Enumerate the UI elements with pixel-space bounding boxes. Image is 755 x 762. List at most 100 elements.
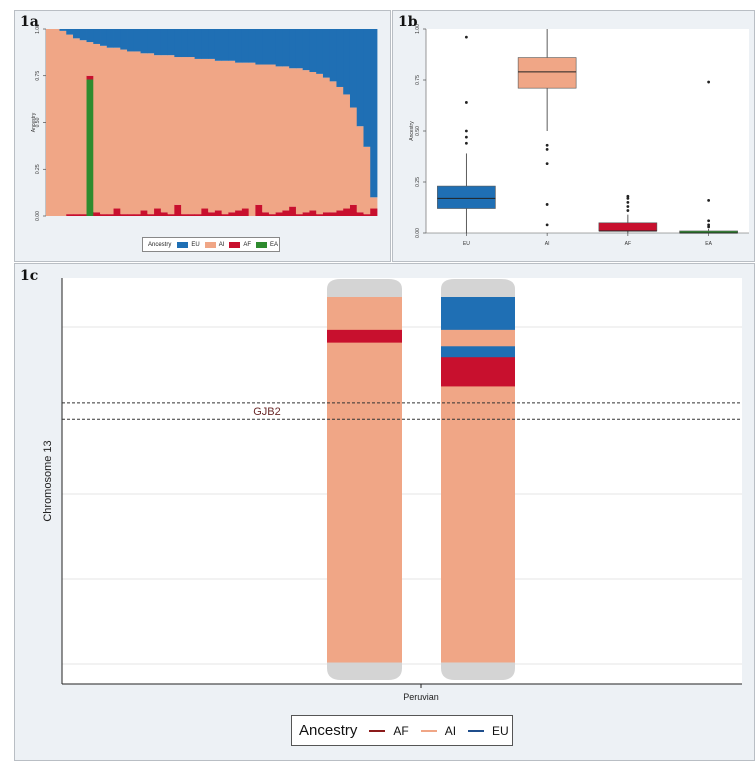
panel-1a: 1a 0.00 0.25 0.50 0.75 1.00 Ancestry Ancestry… [14, 10, 391, 262]
chromosome-cap-bottom [327, 662, 402, 680]
y-axis-title: Ancestry [409, 121, 415, 141]
outlier-af [626, 194, 630, 198]
chromosome-cap-top [327, 279, 402, 297]
bar-segment-af [268, 214, 277, 216]
bar-segment-eu [356, 29, 364, 127]
bar-segment-eu [268, 29, 277, 65]
bar-segment-ai [295, 68, 304, 215]
legend-item-af: AF [229, 241, 251, 248]
bar-segment-ai [127, 51, 135, 215]
outlier-ai [545, 203, 549, 206]
bar-segment-eu [160, 29, 168, 56]
bar-segment-ai [93, 43, 101, 213]
bar-segment-ai [100, 45, 108, 215]
outlier-af [626, 209, 630, 212]
bar-segment-af [181, 214, 189, 216]
x-tick-label: EU [463, 241, 470, 247]
y-axis-title: Ancestry [31, 112, 37, 132]
bar-segment-af [255, 204, 263, 216]
bar-segment-eu [343, 29, 351, 95]
bar-segment-eu [282, 29, 290, 67]
bar-segment-ai [309, 72, 317, 211]
panel-1c: 1c Chromosome 13 GJB2 Peruvian [14, 263, 755, 761]
bar-segment-af [316, 214, 324, 216]
y-tick-label: 0.75 [415, 75, 421, 85]
ancestry-box-chart: 0.00 0.25 0.50 0.75 1.00 Ancestry EU AI AF EA [409, 24, 749, 247]
bar-segment-eu [133, 29, 141, 52]
bar-segment-ai [120, 49, 128, 215]
segment-ai [327, 342, 402, 663]
bar-segment-eu [295, 29, 304, 69]
bar-segment-ai [86, 42, 94, 76]
bar-segment-eu [73, 29, 81, 39]
bar-segment-ai [73, 38, 81, 215]
bar-segment-af [221, 214, 229, 216]
y-tick-label: 0.00 [415, 228, 421, 238]
bar-segment-af [73, 214, 81, 216]
bar-segment-ai [214, 60, 223, 211]
panel-label-1b: 1b [398, 14, 418, 30]
gene-label: GJB2 [253, 406, 281, 418]
bar-segment-ai [248, 62, 256, 216]
outlier-eu [464, 129, 468, 133]
bar-segment-ea [86, 79, 94, 217]
legend-item-ai: AI [420, 724, 456, 738]
bar-segment-af [343, 208, 351, 216]
segment-ai [441, 329, 515, 347]
legend-item-eu: EU [468, 724, 509, 738]
outlier-af [626, 196, 630, 200]
y-tick-label: 0.75 [35, 71, 41, 81]
outlier-af [626, 201, 630, 204]
outlier-eu [464, 135, 468, 139]
legend-item-ea: EA [256, 241, 278, 248]
bar-segment-ai [201, 58, 209, 209]
bar-segment-ai [302, 70, 310, 213]
x-tick-label: AF [625, 241, 631, 247]
bar-segment-eu [248, 29, 256, 63]
bar-segment-ai [167, 55, 175, 215]
x-tick-label: Peruvian [403, 692, 439, 702]
legend-1a: Ancestry EU AI AF EA [142, 237, 280, 252]
outlier-ai [545, 223, 549, 227]
bar-segment-af [93, 212, 101, 216]
bar-segment-ai [241, 62, 250, 209]
segment-ai [441, 386, 515, 663]
bar-segment-ai [349, 107, 358, 205]
bar-segment-eu [147, 29, 155, 54]
bar-segment-ai [66, 34, 74, 215]
outlier-ea [707, 198, 711, 202]
bar-segment-af [133, 214, 141, 216]
outlier-ea [707, 225, 711, 229]
segment-eu [441, 346, 515, 358]
bar-segment-eu [221, 29, 229, 61]
bar-segment-eu [106, 29, 114, 48]
bar-segment-ai [282, 66, 290, 211]
bar-segment-eu [370, 29, 378, 198]
bar-segment-eu [79, 29, 87, 41]
bar-segment-af [127, 214, 135, 216]
bar-segment-af [167, 214, 175, 216]
outlier-ai [545, 143, 549, 147]
bar-segment-eu [66, 29, 74, 35]
bar-segment-af [208, 212, 216, 216]
chromosome-cap-top [441, 279, 515, 297]
bar-segment-af [120, 214, 128, 216]
bar-segment-ai [235, 62, 243, 211]
bar-segment-af [113, 208, 121, 216]
panel-label-1a: 1a [20, 14, 39, 30]
bar-segment-eu [322, 29, 331, 78]
bar-segment-ai [268, 64, 277, 215]
segment-ai [327, 297, 402, 331]
bar-segment-af [356, 212, 364, 216]
bar-segment-eu [255, 29, 263, 65]
bar-segment-eu [127, 29, 135, 52]
bar-segment-eu [235, 29, 243, 63]
bar-segment-ai [370, 197, 378, 209]
segment-af [327, 329, 402, 344]
bar-segment-af [100, 214, 108, 216]
bar-segment-af [336, 210, 344, 216]
bar-segment-eu [59, 29, 67, 31]
box-ai [517, 57, 577, 89]
bar-segment-eu [329, 29, 337, 82]
bar-segment-eu [140, 29, 148, 54]
